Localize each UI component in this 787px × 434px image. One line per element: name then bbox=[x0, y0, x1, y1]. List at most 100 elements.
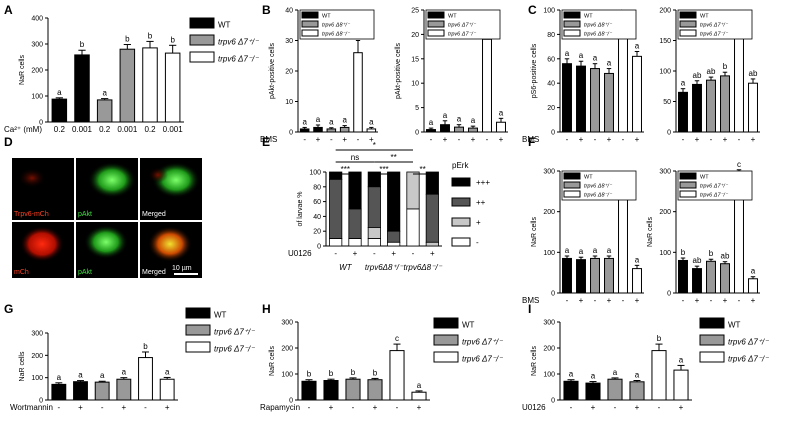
sig-label: ** bbox=[420, 165, 426, 174]
significance-letter: a bbox=[102, 89, 107, 98]
micrograph-trpv6-mch bbox=[12, 158, 74, 220]
significance-letter: a bbox=[635, 41, 640, 50]
y-tick-label: 300 bbox=[543, 169, 555, 176]
x-tick-label: + bbox=[369, 135, 374, 144]
x-row-label: Ca²⁺ (mM) bbox=[4, 125, 42, 134]
significance-letter: a bbox=[342, 116, 347, 125]
bar bbox=[576, 259, 586, 294]
legend-swatch bbox=[563, 29, 581, 37]
legend-label: trpv6 Δ8⁻/⁻ bbox=[322, 32, 351, 38]
bar bbox=[604, 257, 614, 294]
legend-label: trpv6 Δ7⁻/⁻ bbox=[700, 193, 729, 199]
bar bbox=[706, 79, 716, 133]
significance-letter: a bbox=[429, 118, 434, 127]
significance-letter: b bbox=[125, 35, 130, 44]
y-tick-label: 100 bbox=[543, 250, 555, 257]
bar bbox=[706, 260, 716, 294]
x-tick-label: + bbox=[353, 249, 358, 258]
y-tick-label: 50 bbox=[663, 99, 671, 106]
y-tick-label: 100 bbox=[31, 94, 43, 101]
significance-letter: a bbox=[565, 49, 570, 58]
legend-swatch bbox=[427, 29, 445, 37]
significance-letter: a bbox=[593, 54, 598, 63]
bar bbox=[496, 121, 506, 133]
x-tick-label: + bbox=[635, 135, 640, 144]
bar bbox=[454, 126, 464, 133]
bar bbox=[94, 381, 110, 401]
y-tick-label: 300 bbox=[543, 320, 555, 327]
legend-swatch bbox=[185, 307, 211, 319]
legend-label: trpv6 Δ8⁺/⁻ bbox=[584, 23, 613, 29]
bar bbox=[563, 380, 579, 401]
legend-label: WT bbox=[700, 14, 709, 20]
x-tick-label: + bbox=[342, 135, 347, 144]
x-tick-label: + bbox=[723, 135, 728, 144]
y-axis-label: NaR cells bbox=[531, 217, 538, 247]
x-tick-label: + bbox=[579, 135, 584, 144]
legend-swatch bbox=[451, 217, 471, 227]
legend-swatch bbox=[189, 17, 215, 29]
legend-label: trpv6 Δ7⁺/⁻ bbox=[462, 338, 503, 347]
legend-label: +++ bbox=[476, 178, 490, 187]
significance-letter: a bbox=[635, 255, 640, 264]
bar bbox=[651, 350, 667, 401]
significance-letter: b bbox=[657, 334, 662, 343]
x-tick-label: + bbox=[499, 135, 504, 144]
stack-segment bbox=[406, 171, 420, 210]
panel-letter-b: B bbox=[262, 3, 271, 17]
x-tick-label: - bbox=[710, 296, 713, 305]
bar bbox=[618, 24, 628, 133]
y-tick-label: 25 bbox=[411, 8, 419, 15]
pakt-signal-1 bbox=[88, 162, 136, 198]
scale-bar-label: 10 µm bbox=[172, 265, 192, 272]
sig-label: * bbox=[373, 141, 376, 150]
significance-letter: b bbox=[80, 40, 85, 49]
label-merged-1: Merged bbox=[142, 211, 166, 218]
bar bbox=[116, 378, 132, 401]
bar bbox=[482, 38, 492, 133]
y-tick-label: 300 bbox=[281, 320, 293, 327]
bar bbox=[632, 55, 642, 133]
legend-swatch bbox=[679, 172, 697, 180]
y-axis-label: of larvae % bbox=[297, 191, 304, 226]
bar bbox=[748, 82, 758, 133]
legend-label: WT bbox=[728, 321, 741, 330]
legend-label: WT bbox=[700, 175, 709, 181]
stack-segment bbox=[348, 208, 362, 240]
stack-segment bbox=[367, 238, 381, 247]
legend-label: trpv6 Δ7⁻/⁻ bbox=[218, 55, 259, 64]
bar bbox=[748, 278, 758, 294]
x-tick-label: + bbox=[471, 135, 476, 144]
significance-letter: a bbox=[443, 111, 448, 120]
merged-signal-2 bbox=[148, 226, 192, 262]
panel-letter-f: F bbox=[528, 135, 535, 149]
bar bbox=[51, 98, 68, 123]
y-tick-label: 0 bbox=[39, 120, 43, 127]
legend-swatch bbox=[301, 20, 319, 28]
x-tick-label: - bbox=[144, 403, 147, 412]
x-tick-label: - bbox=[594, 135, 597, 144]
bar bbox=[426, 129, 436, 133]
significance-letter: a bbox=[329, 118, 334, 127]
legend-swatch bbox=[563, 190, 581, 198]
bar bbox=[692, 268, 702, 294]
x-tick-label: + bbox=[751, 296, 756, 305]
significance-letter: a bbox=[635, 371, 640, 380]
panel-letter-c: C bbox=[528, 3, 537, 17]
bar bbox=[562, 63, 572, 133]
bar bbox=[96, 99, 113, 123]
x-tick-label: - bbox=[373, 249, 376, 258]
bar bbox=[142, 47, 158, 123]
micrograph-grid: Trpv6-mCh pAkt Merged mCh pAkt Merged 10… bbox=[12, 158, 202, 278]
x-tick-label: + bbox=[607, 296, 612, 305]
y-tick-label: 0 bbox=[289, 130, 293, 137]
x-tick-label: - bbox=[430, 135, 433, 144]
significance-letter: ab bbox=[707, 67, 716, 76]
y-tick-label: 40 bbox=[313, 214, 321, 221]
x-tick-label: - bbox=[622, 296, 625, 305]
significance-letter: a bbox=[316, 115, 321, 124]
bar bbox=[366, 128, 377, 133]
bar bbox=[607, 378, 623, 401]
